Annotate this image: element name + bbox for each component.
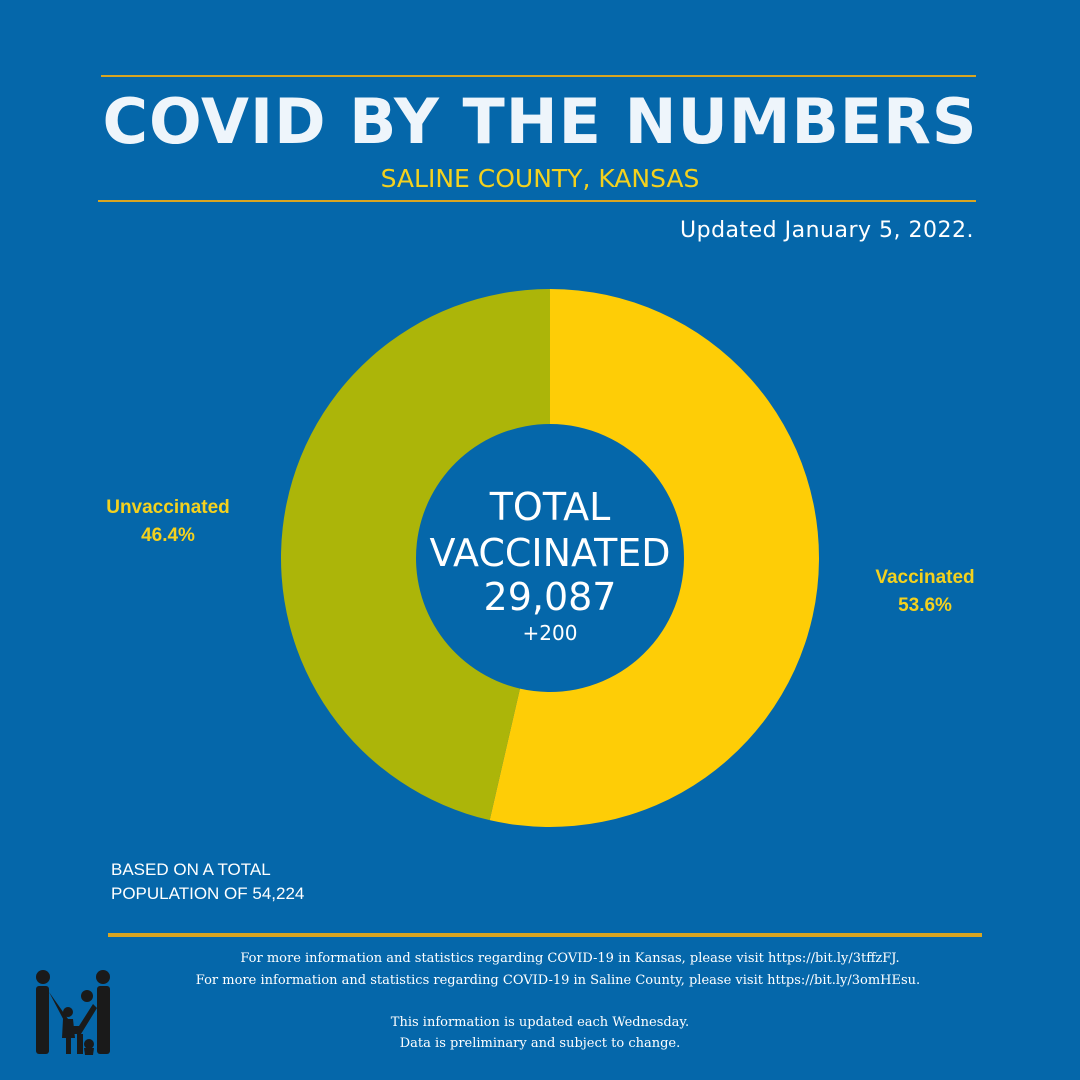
vaccinated-change: +200	[522, 621, 578, 645]
vaccinated-label-name: Vaccinated	[875, 567, 975, 588]
population-basis-note: BASED ON A TOTAL POPULATION OF 54,224	[111, 858, 304, 906]
population-basis-line1: BASED ON A TOTAL	[111, 860, 271, 879]
saline-info-text: For more information and statistics rega…	[195, 973, 921, 988]
center-title-line1: TOTAL	[489, 485, 611, 529]
donut-slice-unvaccinated	[281, 289, 550, 821]
unvaccinated-label: Unvaccinated 46.4%	[88, 494, 248, 550]
header-divider	[98, 200, 976, 202]
vaccinated-label: Vaccinated 53.6%	[845, 564, 1005, 620]
unvaccinated-label-name: Unvaccinated	[106, 497, 230, 518]
updated-date: Updated January 5, 2022.	[680, 218, 974, 243]
page-subtitle: SALINE COUNTY, KANSAS	[380, 164, 700, 193]
vaccinated-label-value: 53.6%	[898, 595, 952, 616]
population-basis-line2: POPULATION OF 54,224	[111, 884, 305, 903]
footer-divider	[108, 933, 982, 937]
kansas-info-text: For more information and statistics rega…	[240, 951, 900, 966]
unvaccinated-label-value: 46.4%	[141, 525, 195, 546]
family-logo-icon	[36, 970, 110, 1055]
top-divider	[101, 75, 976, 77]
donut-slice-vaccinated	[489, 289, 819, 827]
update-note-text: This information is updated each Wednesd…	[390, 1015, 690, 1030]
total-vaccinated-count: 29,087	[483, 575, 617, 619]
disclaimer-text: Data is preliminary and subject to chang…	[399, 1036, 681, 1051]
center-title-line2: VACCINATED	[429, 531, 671, 575]
page-title: COVID BY THE NUMBERS	[102, 85, 978, 158]
